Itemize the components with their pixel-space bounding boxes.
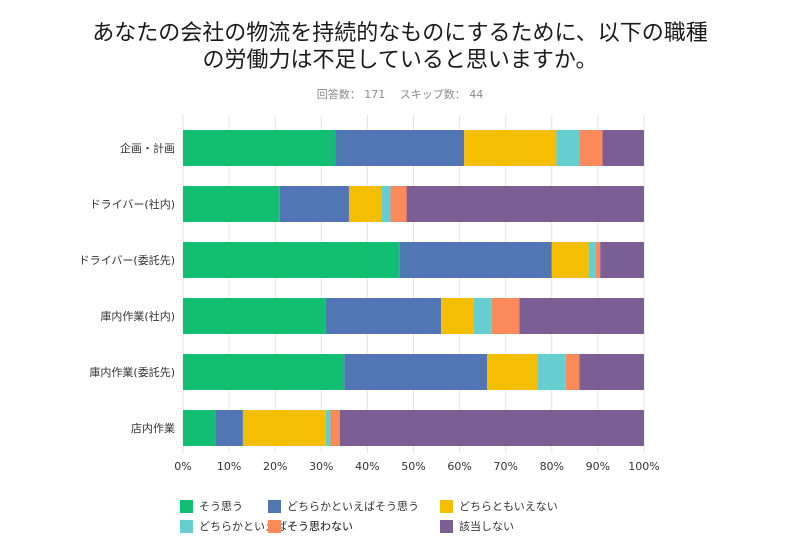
category-label: 庫内作業(委託先) — [89, 365, 175, 379]
bar-segment — [519, 298, 644, 334]
legend-swatch — [440, 499, 453, 513]
legend: そう思う どちらかといえばそう思う どちらともいえないどちらかといえばそう思わないそ… — [180, 498, 620, 534]
legend-item: そう思う — [180, 498, 268, 514]
bar-segment — [600, 242, 644, 278]
category-label: 企画・計画 — [120, 141, 175, 155]
legend-label: そう思わない — [287, 520, 353, 533]
bar-segment — [556, 130, 580, 166]
legend-label: どちらかといえばそう思う — [287, 500, 419, 513]
legend-item: どちらかといえばそう思う — [268, 498, 440, 514]
bar-segment — [381, 186, 391, 222]
x-tick-label: 40% — [355, 460, 379, 473]
bar-segment — [183, 242, 400, 278]
x-tick-label: 50% — [401, 460, 425, 473]
category-label: ドライバー(委託先) — [79, 253, 175, 267]
category-label: 庫内作業(社内) — [100, 309, 175, 323]
bar-segment — [335, 130, 465, 166]
bar-segment — [473, 298, 492, 334]
bar-segment — [215, 410, 243, 446]
bar-segment — [325, 410, 331, 446]
x-tick-label: 90% — [586, 460, 610, 473]
legend-label: どちらともいえない — [459, 500, 558, 513]
bar-segment — [406, 186, 644, 222]
chart-title: あなたの会社の物流を持続的なものにするために、以下の職種 の労働力は不足している… — [0, 20, 800, 74]
legend-label: 該当しない — [459, 520, 514, 533]
chart-title-line-1: あなたの会社の物流を持続的なものにするために、以下の職種 — [92, 21, 708, 46]
bar-segment — [399, 242, 552, 278]
x-tick-label: 10% — [217, 460, 241, 473]
bar-segment — [487, 354, 538, 390]
x-tick-label: 30% — [309, 460, 333, 473]
legend-swatch — [440, 519, 453, 533]
x-tick-label: 20% — [263, 460, 287, 473]
bar-segment — [242, 410, 326, 446]
bar-segment — [344, 354, 488, 390]
chart-title-line-2: の労働力は不足していると思いますか。 — [202, 48, 598, 73]
bar-segment — [602, 130, 644, 166]
bar-segment — [595, 242, 601, 278]
legend-item: どちらかといえばそう思わない — [180, 518, 353, 534]
bar-segment — [537, 354, 566, 390]
bar-segment — [183, 130, 336, 166]
bar-segment — [325, 298, 442, 334]
bar-segment — [339, 410, 644, 446]
category-label: ドライバー(社内) — [90, 197, 175, 211]
bar-segment — [441, 298, 474, 334]
legend-item: どちらともいえない — [440, 498, 612, 514]
stacked-bar-chart: 0% 10% 20% 30% 40% 50% 60% 70% 80% 90% 100% 企画・計画ドラ… — [79, 115, 660, 473]
bar-segment — [183, 186, 280, 222]
legend-swatch — [268, 499, 281, 513]
bar-segment — [183, 354, 345, 390]
bar-segment — [565, 354, 580, 390]
response-count: 回答数： 171 スキップ数： 44 — [316, 88, 484, 101]
bar-segment — [279, 186, 349, 222]
legend-swatch — [180, 499, 193, 513]
legend-label: そう思う — [199, 500, 243, 513]
x-tick-label: 100% — [628, 460, 659, 473]
bar-segment — [330, 410, 340, 446]
bar-segment — [183, 298, 326, 334]
x-tick-label: 70% — [493, 460, 517, 473]
bar-segment — [464, 130, 557, 166]
bar-segment — [579, 130, 603, 166]
x-tick-label: 80% — [540, 460, 564, 473]
bar-segment — [491, 298, 520, 334]
legend-item: 該当しない — [440, 518, 612, 534]
legend-swatch — [268, 519, 281, 533]
bar-segment — [183, 410, 216, 446]
legend-item: そう思わない — [268, 518, 440, 534]
legend-swatch — [180, 519, 193, 533]
x-tick-label: 0% — [174, 460, 191, 473]
x-tick-label: 60% — [447, 460, 471, 473]
bar-segment — [588, 242, 596, 278]
category-label: 店内作業 — [131, 421, 175, 435]
bar-segment — [348, 186, 382, 222]
bar-segment — [390, 186, 407, 222]
bar-segment — [579, 354, 644, 390]
bar-segment — [551, 242, 589, 278]
